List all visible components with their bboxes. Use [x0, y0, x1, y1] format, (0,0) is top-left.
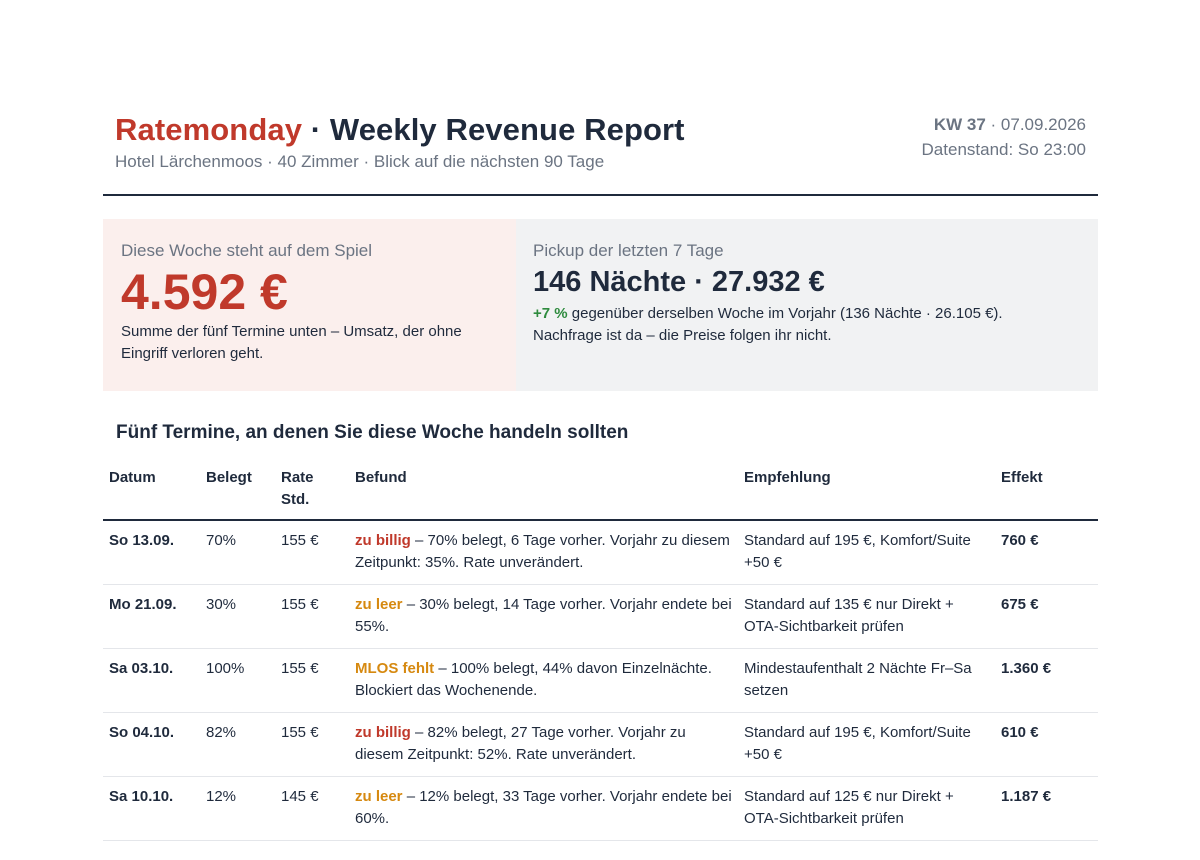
col-occupancy-header: Belegt [206, 469, 252, 486]
pickup-note: Nachfrage ist da – die Preise folgen ihr… [533, 327, 832, 344]
row-finding: zu leer – 30% belegt, 14 Tage vorher. Vo… [349, 585, 738, 649]
row-finding: zu leer – 12% belegt, 33 Tage vorher. Vo… [349, 777, 738, 841]
row-rate: 145 € [281, 788, 319, 805]
row-occupancy: 30% [206, 596, 237, 613]
row-date: So 13.09. [109, 532, 175, 549]
row-recommendation: Mindestaufenthalt 2 Nächte Fr–Sa setzen [744, 660, 972, 699]
row-recommendation: Standard auf 125 € nur Direkt + OTA-Sich… [744, 788, 954, 827]
row-date: Sa 10.10. [109, 788, 174, 805]
row-effect: 675 € [1001, 596, 1039, 613]
finding-tag: zu leer [355, 788, 403, 805]
table-row: Sa 10.10. 12% 145 € zu leer – 12% belegt… [103, 777, 1098, 841]
finding-text: – 100% belegt, 44% davon Einzelnächte. B… [355, 660, 712, 699]
table-row: Mo 21.09. 30% 155 € zu leer – 30% belegt… [103, 585, 1098, 649]
row-date: Mo 21.09. [109, 596, 177, 613]
row-rate: 155 € [281, 596, 319, 613]
report-meta: KW 37 · 07.09.2026 Datenstand: So 23:00 [922, 112, 1086, 162]
row-occupancy: 100% [206, 660, 245, 677]
finding-tag: zu billig [355, 532, 411, 549]
row-rate: 155 € [281, 660, 319, 677]
row-occupancy: 82% [206, 724, 237, 741]
brand-name: Ratemonday [115, 112, 303, 147]
finding-tag: zu billig [355, 724, 411, 741]
row-effect: 1.187 € [1001, 788, 1052, 805]
finding-text: – 82% belegt, 27 Tage vorher. Vorjahr zu… [355, 724, 686, 763]
pickup-label: Pickup der letzten 7 Tage [533, 241, 724, 260]
table-row: So 13.09. 70% 155 € zu billig – 70% bele… [103, 520, 1098, 585]
row-date: Sa 03.10. [109, 660, 174, 677]
pickup-detail: +7 % gegenüber derselben Woche im Vorjah… [533, 303, 1081, 347]
at-stake-panel: Diese Woche steht auf dem Spiel 4.592 € … [103, 219, 516, 391]
finding-text: – 70% belegt, 6 Tage vorher. Vorjahr zu … [355, 532, 730, 571]
report-title: Ratemonday · Weekly Revenue Report [115, 112, 685, 148]
table-row: So 04.10. 82% 155 € zu billig – 82% bele… [103, 713, 1098, 777]
row-effect: 760 € [1001, 532, 1039, 549]
row-occupancy: 12% [206, 788, 237, 805]
pickup-change-text: gegenüber derselben Woche im Vorjahr (13… [567, 305, 1003, 322]
col-finding-header: Befund [355, 469, 407, 486]
finding-text: – 30% belegt, 14 Tage vorher. Vorjahr en… [355, 596, 732, 635]
table-header-row: Datum Belegt Rate Std. Befund Empfehlung … [103, 464, 1098, 520]
col-recommendation-header: Empfehlung [744, 469, 831, 486]
col-effect-header: Effekt [1001, 469, 1043, 486]
report-title-text: · Weekly Revenue Report [302, 112, 685, 147]
report-header: Ratemonday · Weekly Revenue Report Hotel… [103, 112, 1098, 196]
col-rate-header: Rate Std. [275, 464, 349, 520]
row-recommendation: Standard auf 195 €, Komfort/Suite +50 € [744, 724, 971, 763]
data-status: Datenstand: So 23:00 [921, 140, 1086, 159]
row-recommendation: Standard auf 135 € nur Direkt + OTA-Sich… [744, 596, 954, 635]
at-stake-amount: 4.592 € [121, 264, 288, 320]
row-finding: zu billig – 82% belegt, 27 Tage vorher. … [349, 713, 738, 777]
at-stake-note: Summe der fünf Termine unten – Umsatz, d… [121, 323, 462, 362]
row-recommendation: Standard auf 195 €, Komfort/Suite +50 € [744, 532, 971, 571]
pickup-headline: 146 Nächte · 27.932 € [533, 266, 825, 298]
section-title: Fünf Termine, an denen Sie diese Woche h… [116, 422, 629, 443]
at-stake-label: Diese Woche steht auf dem Spiel [121, 241, 373, 260]
row-finding: zu billig – 70% belegt, 6 Tage vorher. V… [349, 520, 738, 585]
rate-header-line2: Std. [281, 491, 310, 508]
col-date-header: Datum [109, 469, 156, 486]
row-rate: 155 € [281, 532, 319, 549]
pickup-change: +7 % [533, 305, 568, 322]
rate-header-line1: Rate [281, 469, 314, 486]
finding-text: – 12% belegt, 33 Tage vorher. Vorjahr en… [355, 788, 732, 827]
row-rate: 155 € [281, 724, 319, 741]
row-occupancy: 70% [206, 532, 237, 549]
table-row: Sa 03.10. 100% 155 € MLOS fehlt – 100% b… [103, 649, 1098, 713]
calendar-week: KW 37 [933, 115, 986, 134]
pickup-panel: Pickup der letzten 7 Tage 146 Nächte · 2… [516, 219, 1098, 391]
action-table: Datum Belegt Rate Std. Befund Empfehlung … [103, 464, 1098, 841]
row-date: So 04.10. [109, 724, 175, 741]
row-effect: 610 € [1001, 724, 1039, 741]
finding-tag: zu leer [355, 596, 403, 613]
hotel-subtitle: Hotel Lärchenmoos · 40 Zimmer · Blick au… [115, 152, 605, 171]
report-date: · 07.09.2026 [985, 115, 1086, 134]
row-finding: MLOS fehlt – 100% belegt, 44% davon Einz… [349, 649, 738, 713]
finding-tag: MLOS fehlt [355, 660, 435, 677]
row-effect: 1.360 € [1001, 660, 1052, 677]
